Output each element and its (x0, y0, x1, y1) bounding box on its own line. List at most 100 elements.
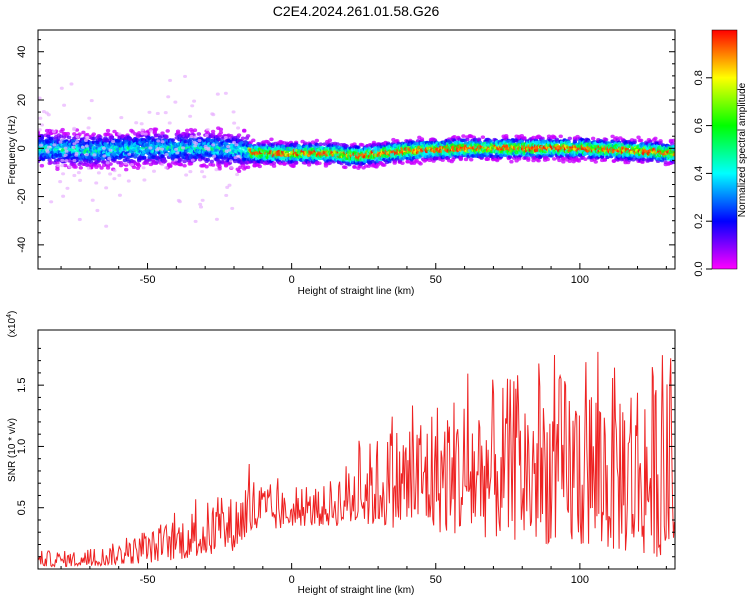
heat-cell (182, 163, 187, 168)
heat-cell (118, 163, 124, 168)
heat-cell (561, 159, 566, 164)
heat-cell-faint (190, 104, 195, 108)
heat-cell (257, 164, 262, 169)
heat-cell (182, 159, 187, 164)
heat-cell-faint (140, 128, 145, 132)
heat-cell-faint (41, 110, 46, 114)
heat-cell (318, 142, 323, 147)
heat-cell-faint (167, 121, 172, 125)
heat-cell (109, 135, 115, 139)
heat-cell (293, 161, 299, 165)
heat-cell (317, 161, 322, 166)
heat-cell (118, 160, 124, 165)
heat-cell (392, 161, 397, 165)
heat-cell-faint (105, 161, 110, 165)
heat-cell (400, 157, 405, 161)
heat-cell-faint (230, 206, 235, 211)
heat-cell (517, 157, 522, 161)
heat-cell (147, 158, 152, 162)
heat-cell-faint (61, 194, 66, 198)
heat-cell (557, 158, 562, 163)
heat-cell-faint (58, 179, 63, 184)
heat-cell (458, 156, 464, 161)
heat-cell-faint (58, 140, 63, 144)
heat-cell-faint (90, 198, 95, 202)
heat-cell (476, 137, 482, 142)
heat-cell-faint (173, 100, 178, 104)
heat-cell (603, 137, 609, 142)
heat-cell (344, 144, 349, 148)
heat-cell-faint (204, 133, 209, 137)
heat-cell-faint (71, 145, 76, 149)
heat-cell (469, 157, 474, 162)
heat-cell (175, 131, 181, 135)
heat-cell (536, 158, 541, 163)
heat-cell (271, 161, 277, 165)
heat-cell-faint (119, 115, 124, 120)
heat-cell (101, 160, 107, 164)
heat-cell (590, 136, 596, 141)
heat-cell-faint (64, 159, 69, 163)
heat-cell (433, 156, 439, 161)
heat-cell (63, 163, 68, 168)
heat-cell-faint (56, 163, 61, 168)
heat-cell (522, 136, 527, 140)
heat-cell (217, 166, 222, 171)
heat-cell-faint (76, 170, 81, 175)
heat-cell (461, 134, 466, 138)
heat-cell-faint (156, 139, 161, 143)
heat-cell (105, 166, 111, 170)
heat-cell-faint (59, 137, 64, 141)
heat-cell-faint (83, 138, 88, 143)
heat-cell (78, 165, 84, 170)
heat-cell (335, 142, 340, 146)
heat-cell (400, 161, 405, 165)
heat-cell (480, 135, 486, 139)
heat-cell (561, 156, 566, 161)
heat-cell (188, 137, 194, 141)
heat-cell (210, 129, 216, 134)
figure-title: C2E4.2024.261.01.58.G26 (273, 3, 440, 19)
heat-cell (448, 140, 453, 145)
heat-cell (236, 169, 242, 174)
heat-cell-faint (192, 99, 197, 103)
heat-cell-faint (211, 113, 216, 117)
heat-cell (55, 167, 60, 171)
heat-cell (370, 159, 375, 164)
heat-cell (168, 164, 173, 168)
heat-cell (50, 136, 55, 141)
heat-cell (162, 159, 168, 163)
heat-cell (302, 141, 308, 146)
heat-cell-faint (181, 146, 186, 150)
heat-cell (99, 166, 104, 170)
heat-cell-faint (78, 178, 83, 182)
heat-cell-faint (59, 86, 64, 90)
heat-cell (251, 138, 256, 143)
heat-cell (360, 143, 365, 147)
heat-cell-faint (60, 163, 65, 168)
heat-cell (85, 132, 90, 137)
heat-cell (440, 158, 445, 162)
heat-cell-faint (104, 224, 109, 228)
heat-cell (269, 137, 274, 142)
heat-cell (165, 129, 170, 133)
heat-cell (124, 167, 129, 172)
heat-cell (153, 127, 159, 132)
heat-cell-faint (108, 172, 113, 176)
heat-cell (485, 157, 491, 161)
heat-cell (322, 142, 327, 146)
heat-cell (232, 159, 238, 164)
heat-cell-faint (193, 219, 198, 224)
heat-cell (73, 165, 78, 169)
heat-cell (356, 145, 361, 150)
heat-cell (136, 163, 142, 168)
heat-cell-faint (183, 74, 188, 79)
heat-cell (127, 137, 133, 142)
heat-cell (308, 144, 313, 148)
heat-cell (306, 163, 312, 167)
heat-cell (282, 162, 287, 166)
heat-cell (218, 127, 224, 132)
heat-cell (552, 157, 557, 161)
